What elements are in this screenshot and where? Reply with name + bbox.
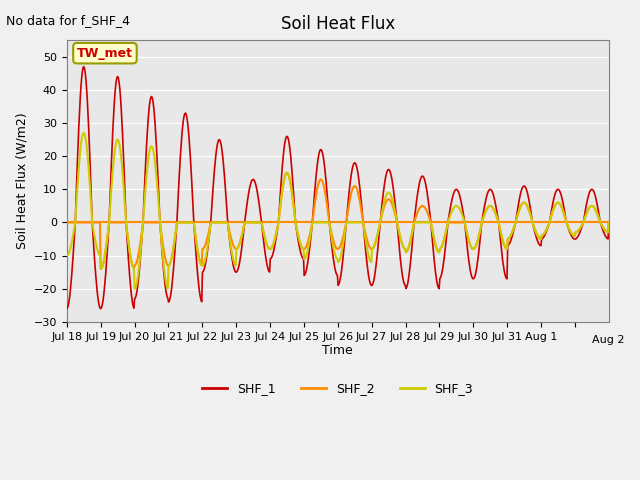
X-axis label: Time: Time <box>323 345 353 358</box>
Legend: SHF_1, SHF_2, SHF_3: SHF_1, SHF_2, SHF_3 <box>197 377 478 400</box>
Text: No data for f_SHF_4: No data for f_SHF_4 <box>6 14 131 27</box>
Text: Aug 2: Aug 2 <box>593 335 625 345</box>
Title: Soil Heat Flux: Soil Heat Flux <box>280 15 395 33</box>
Y-axis label: Soil Heat Flux (W/m2): Soil Heat Flux (W/m2) <box>15 113 28 249</box>
Text: TW_met: TW_met <box>77 47 133 60</box>
